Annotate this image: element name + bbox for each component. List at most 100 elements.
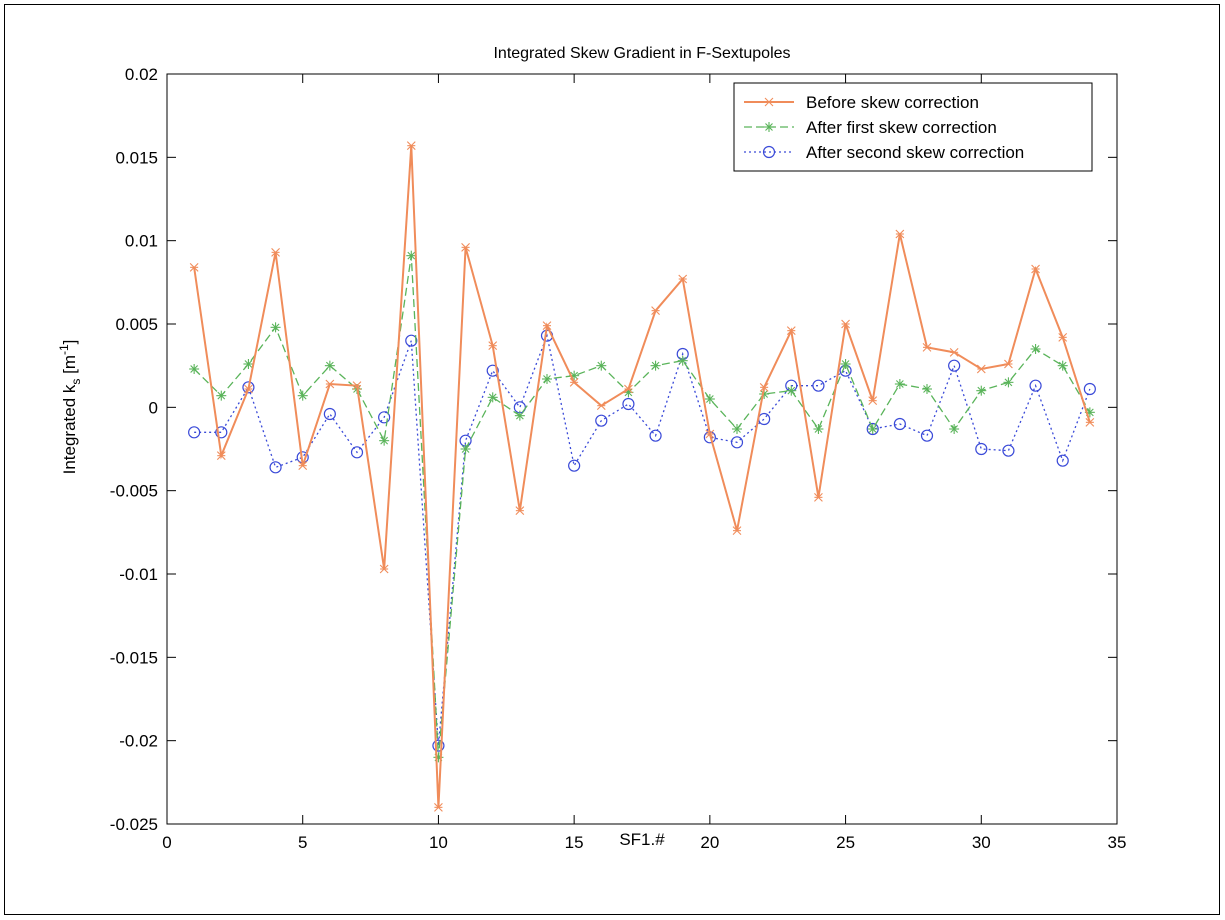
marker-circle	[405, 334, 418, 347]
marker-x-star	[976, 364, 986, 374]
marker-stroke	[814, 425, 823, 433]
marker-asterisk	[324, 360, 335, 371]
marker-stroke	[678, 356, 687, 365]
series-line	[193, 255, 1091, 758]
marker-circle	[1002, 444, 1015, 457]
marker-asterisk	[596, 360, 607, 371]
marker-asterisk	[949, 424, 960, 434]
marker-circle	[486, 364, 499, 377]
marker-x-star	[569, 377, 579, 387]
marker-x-star	[244, 384, 253, 394]
y-axis-label-main: Integrated k	[60, 384, 79, 474]
series-line	[194, 333, 1091, 746]
marker-x-star	[1031, 264, 1040, 274]
marker-asterisk	[216, 390, 227, 401]
plot-series	[188, 141, 1096, 812]
marker-x-star	[189, 262, 199, 272]
marker-stroke	[1058, 361, 1067, 370]
marker-x-star	[841, 319, 850, 329]
marker-circle	[350, 446, 364, 459]
marker-x-star	[515, 506, 525, 516]
marker-x-star	[406, 141, 416, 151]
marker-x-star	[596, 401, 606, 411]
marker-asterisk	[460, 444, 471, 454]
marker-asterisk	[297, 390, 308, 401]
marker-stroke	[765, 123, 773, 131]
marker-stroke	[950, 425, 959, 433]
marker-x-star	[542, 321, 552, 331]
marker-x-star	[461, 242, 470, 252]
marker-stroke	[461, 445, 470, 453]
y-tick-label: 0.005	[115, 315, 158, 334]
y-axis-label-unit: [m	[60, 355, 79, 379]
marker-circle	[1056, 454, 1069, 467]
marker-stroke	[244, 360, 253, 368]
series-2	[189, 250, 1095, 763]
marker-x-star	[352, 381, 362, 391]
y-tick-label: 0	[149, 398, 158, 417]
marker-asterisk	[704, 394, 715, 404]
marker-asterisk	[764, 122, 774, 132]
x-tick-label: 15	[565, 833, 584, 852]
y-tick-label: -0.01	[119, 565, 158, 584]
legend-label: After first skew correction	[806, 118, 997, 137]
marker-x-star	[759, 382, 769, 392]
y-tick-label: 0.015	[115, 148, 158, 167]
marker-circle	[188, 426, 201, 439]
marker-circle	[242, 381, 255, 394]
marker-circle	[378, 411, 391, 424]
marker-stroke	[651, 361, 660, 370]
marker-stroke	[298, 391, 307, 400]
marker-asterisk	[650, 360, 661, 371]
marker-x-star	[922, 342, 932, 352]
x-tick-label: 20	[700, 833, 719, 852]
marker-asterisk	[270, 322, 281, 333]
marker-asterisk	[894, 379, 905, 389]
marker-asterisk	[732, 424, 742, 434]
x-axis-label: SF1.#	[619, 830, 665, 849]
marker-x-star	[488, 341, 498, 351]
marker-stroke	[1031, 345, 1040, 353]
marker-stroke	[407, 251, 416, 260]
marker-stroke	[543, 375, 551, 383]
marker-stroke	[733, 425, 741, 433]
series-3	[188, 329, 1096, 752]
marker-circle	[762, 145, 776, 159]
marker-x-star	[868, 396, 878, 406]
series-1	[189, 141, 1095, 812]
marker-circle	[432, 739, 445, 752]
marker-asterisk	[189, 364, 200, 374]
marker-stroke	[705, 395, 714, 403]
marker-asterisk	[786, 385, 797, 396]
marker-x-star	[814, 492, 823, 502]
x-tick-label: 0	[162, 833, 171, 852]
marker-circle	[920, 429, 934, 442]
marker-asterisk	[406, 250, 417, 261]
marker-circle	[975, 442, 988, 456]
marker-circle	[1083, 382, 1096, 396]
marker-stroke	[217, 391, 226, 400]
y-tick-label: 0.01	[125, 232, 158, 251]
marker-stroke	[597, 361, 606, 370]
marker-x-star	[216, 451, 226, 461]
legend-label: After second skew correction	[806, 143, 1024, 162]
marker-x-star	[434, 802, 443, 812]
marker-stroke	[868, 425, 877, 433]
marker-x-star	[895, 229, 905, 239]
x-tick-label: 25	[836, 833, 855, 852]
marker-x-star	[1085, 417, 1095, 427]
legend: Before skew correction After first skew c…	[733, 82, 1093, 172]
marker-circle	[893, 417, 906, 431]
marker-circle	[269, 461, 282, 474]
marker-x-star	[764, 97, 774, 107]
marker-circle	[323, 407, 336, 421]
marker-circle	[948, 359, 961, 372]
y-tick-label: -0.025	[110, 815, 158, 834]
y-axis-label-unit-end: ]	[60, 340, 79, 345]
y-axis-label: Integrated ks [m-1]	[57, 340, 83, 475]
axes: 0 5 10 15 20 25 30 35 -0.025 -0.02 -0.015 -0.01 -0.0…	[110, 65, 1127, 852]
marker-asterisk	[1003, 377, 1014, 388]
marker-asterisk	[1030, 344, 1041, 354]
marker-x-star	[1058, 332, 1068, 342]
